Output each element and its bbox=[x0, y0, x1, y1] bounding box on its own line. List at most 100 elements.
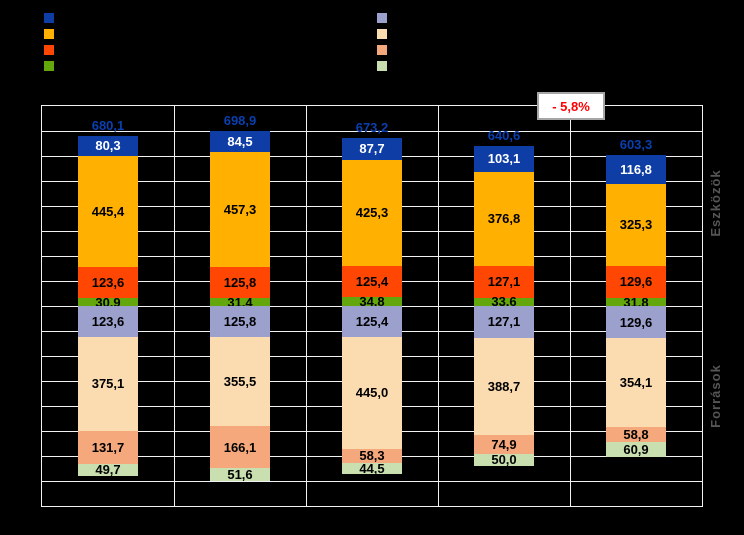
bar-segment-dark-blue: 87,7 bbox=[342, 137, 402, 160]
bar-segment-value: 58,3 bbox=[359, 448, 385, 464]
bar-segment-orange: 445,4 bbox=[78, 156, 138, 268]
bar-segment-orange-red: 127,1 bbox=[474, 265, 534, 298]
bar-segment-value: 80,3 bbox=[95, 138, 121, 154]
bar-total-label: 698,9 bbox=[223, 113, 257, 129]
bar-segment-value: 125,4 bbox=[355, 314, 389, 330]
bar-segment-value: 425,3 bbox=[355, 205, 389, 221]
bar-segment-cream: 354,1 bbox=[606, 338, 666, 427]
column-separator bbox=[438, 106, 439, 506]
bar-segment-orange-red: 129,6 bbox=[606, 265, 666, 299]
bar-segment-salmon: 58,3 bbox=[342, 448, 402, 464]
legend-swatch-yellow-green bbox=[44, 61, 54, 71]
bar-segment-light-green: 44,5 bbox=[342, 461, 402, 477]
axis-group-label-liabilities: Források bbox=[708, 364, 723, 428]
bar-segment-value: 84,5 bbox=[227, 134, 253, 150]
bar-segment-value: 34,8 bbox=[359, 294, 385, 310]
bar-segment-value: 31,8 bbox=[623, 294, 649, 310]
bar-segment-value: 58,8 bbox=[623, 426, 649, 442]
bar-segment-value: 123,6 bbox=[91, 313, 125, 329]
bar-segment-value: 51,6 bbox=[227, 466, 253, 482]
bar-segment-value: 376,8 bbox=[487, 211, 521, 227]
axis-group-label-assets: Eszközök bbox=[708, 169, 723, 237]
bar-segment-cream: 375,1 bbox=[78, 336, 138, 431]
bar-segment-orange: 325,3 bbox=[606, 184, 666, 266]
bar-segment-yellow-green: 34,8 bbox=[342, 294, 402, 310]
bar-segment-light-green: 51,6 bbox=[210, 466, 270, 482]
bar-segment-orange: 425,3 bbox=[342, 159, 402, 266]
bar-segment-lavender: 127,1 bbox=[474, 306, 534, 338]
bar-segment-lavender: 129,6 bbox=[606, 306, 666, 339]
bar-segment-value: 87,7 bbox=[359, 141, 385, 157]
bar-total-label: 680,1 bbox=[91, 117, 125, 133]
bar-segment-value: 49,7 bbox=[95, 462, 121, 478]
bar-segment-value: 457,3 bbox=[223, 202, 257, 218]
bar-segment-cream: 388,7 bbox=[474, 337, 534, 435]
bar-segment-cream: 355,5 bbox=[210, 337, 270, 427]
legend-swatch-light-green bbox=[377, 61, 387, 71]
bar-segment-value: 125,8 bbox=[223, 314, 257, 330]
bar-segment-salmon: 74,9 bbox=[474, 434, 534, 454]
bar-segment-value: 103,1 bbox=[487, 151, 521, 167]
bar-segment-value: 129,6 bbox=[619, 314, 653, 330]
bar-total-label: 603,3 bbox=[619, 137, 653, 153]
bar-segment-value: 127,1 bbox=[487, 314, 521, 330]
bar-segment-yellow-green: 31,8 bbox=[606, 295, 666, 310]
change-callout: - 5,8% bbox=[537, 92, 605, 120]
column-separator bbox=[306, 106, 307, 506]
bar-segment-value: 44,5 bbox=[359, 461, 385, 477]
bar-segment-orange: 376,8 bbox=[474, 171, 534, 266]
bar-segment-orange-red: 123,6 bbox=[78, 267, 138, 299]
bar-segment-value: 50,0 bbox=[491, 452, 517, 468]
bar-total-label: 673,2 bbox=[355, 119, 389, 135]
bar-total-label: 640,6 bbox=[487, 127, 521, 143]
bar-segment-value: 445,4 bbox=[91, 204, 125, 220]
bar-segment-lavender: 125,8 bbox=[210, 306, 270, 338]
gridline bbox=[42, 481, 702, 482]
bar-segment-value: 325,3 bbox=[619, 217, 653, 233]
column-separator bbox=[570, 106, 571, 506]
legend-swatch-cream bbox=[377, 29, 387, 39]
bar-segment-value: 30,9 bbox=[95, 294, 121, 310]
legend-swatch-salmon bbox=[377, 45, 387, 55]
bar-segment-value: 127,1 bbox=[487, 274, 521, 290]
bar-segment-value: 74,9 bbox=[491, 436, 517, 452]
column-separator bbox=[174, 106, 175, 506]
bar-segment-dark-blue: 103,1 bbox=[474, 145, 534, 172]
bar-segment-light-green: 50,0 bbox=[474, 452, 534, 468]
legend-swatch-dark-blue bbox=[44, 13, 54, 23]
legend-swatch-orange-red bbox=[44, 45, 54, 55]
bar-segment-value: 445,0 bbox=[355, 385, 389, 401]
bar-segment-light-green: 49,7 bbox=[78, 462, 138, 478]
bar-segment-dark-blue: 80,3 bbox=[78, 135, 138, 156]
bar-segment-lavender: 123,6 bbox=[78, 306, 138, 337]
bar-segment-value: 166,1 bbox=[223, 439, 257, 455]
bar-segment-dark-blue: 116,8 bbox=[606, 155, 666, 185]
bar-segment-value: 354,1 bbox=[619, 375, 653, 391]
plot-area: 680,1 80,3 445,4 123,6 30,9 123,6 375,1 131,7 49… bbox=[41, 105, 703, 507]
bar-segment-orange: 457,3 bbox=[210, 152, 270, 267]
change-callout-text: - 5,8% bbox=[552, 98, 590, 114]
bar-segment-value: 125,4 bbox=[355, 274, 389, 290]
bar-segment-value: 33,6 bbox=[491, 294, 517, 310]
bar-segment-value: 116,8 bbox=[620, 162, 652, 178]
bar-segment-salmon: 131,7 bbox=[78, 430, 138, 464]
legend-swatch-orange bbox=[44, 29, 54, 39]
bar-segment-yellow-green: 30,9 bbox=[78, 295, 138, 310]
bar-segment-value: 60,9 bbox=[623, 441, 649, 457]
bar-segment-light-green: 60,9 bbox=[606, 441, 666, 457]
bar-segment-salmon: 58,8 bbox=[606, 427, 666, 442]
bar-segment-value: 125,8 bbox=[223, 274, 257, 290]
legend-swatch-lavender bbox=[377, 13, 387, 23]
bar-segment-dark-blue: 84,5 bbox=[210, 131, 270, 153]
bar-segment-orange-red: 125,4 bbox=[342, 265, 402, 298]
bar-segment-value: 388,7 bbox=[487, 378, 521, 394]
bar-segment-value: 123,6 bbox=[91, 275, 125, 291]
bar-segment-value: 131,7 bbox=[91, 439, 125, 455]
bar-segment-value: 375,1 bbox=[91, 376, 125, 392]
bar-segment-salmon: 166,1 bbox=[210, 426, 270, 468]
bar-segment-value: 355,5 bbox=[223, 374, 257, 390]
bar-segment-orange-red: 125,8 bbox=[210, 266, 270, 299]
bar-segment-value: 129,6 bbox=[619, 274, 653, 290]
bar-segment-value: 31,4 bbox=[227, 294, 253, 310]
bar-segment-lavender: 125,4 bbox=[342, 306, 402, 338]
